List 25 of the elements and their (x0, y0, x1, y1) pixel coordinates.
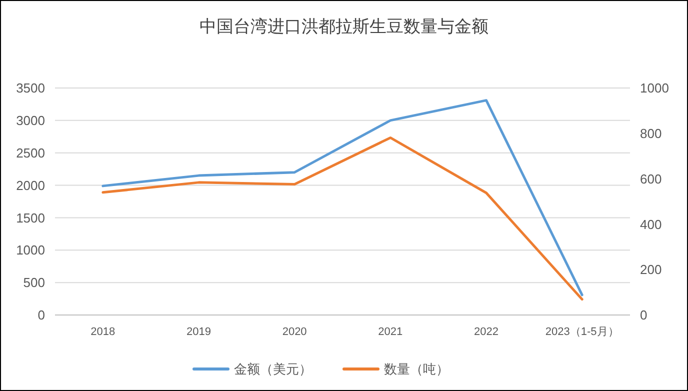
y2-tick-label: 800 (640, 126, 662, 141)
y-tick-label: 3000 (16, 112, 45, 128)
y-tick-label: 3500 (16, 80, 45, 96)
y2-tick-label: 400 (640, 216, 662, 232)
y2-tick-label: 200 (640, 262, 662, 278)
y-tick-label: 2500 (16, 145, 45, 160)
x-tick-label: 2023（1-5月） (545, 326, 619, 338)
chart-title: 中国台湾进口洪都拉斯生豆数量与金额 (200, 17, 488, 36)
x-tick-label: 2021 (378, 326, 403, 338)
y-tick-label: 2000 (16, 178, 45, 193)
y2-tick-label: 600 (640, 171, 662, 186)
line-series (102, 99, 584, 296)
y2-tick-label: 1000 (640, 80, 669, 96)
x-tick-label: 2020 (282, 326, 307, 338)
line-series (102, 136, 584, 301)
legend-label: 数量（吨） (384, 362, 449, 377)
x-tick-label: 2019 (186, 326, 211, 338)
y-tick-label: 1500 (16, 210, 45, 226)
x-tick-label: 2022 (474, 326, 498, 338)
y-tick-label: 500 (23, 275, 45, 290)
x-tick-label: 2018 (90, 326, 116, 338)
y-tick-label: 0 (38, 308, 45, 323)
y-tick-label: 1000 (16, 242, 45, 258)
legend-label: 金额（美元） (234, 362, 312, 377)
y2-tick-label: 0 (640, 308, 648, 323)
